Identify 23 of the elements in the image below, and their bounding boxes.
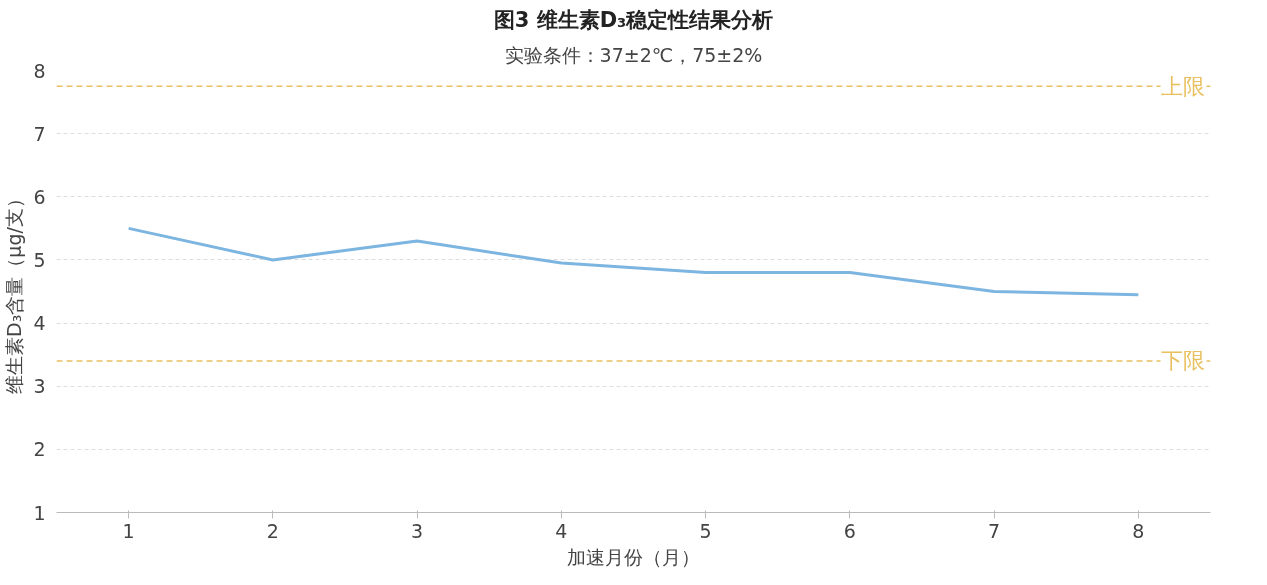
x-tick-label: 3 <box>411 519 424 542</box>
ref-line-label: 下限 <box>1160 348 1205 374</box>
x-tick-label: 6 <box>843 519 856 542</box>
x-tick-label: 7 <box>988 519 1001 542</box>
y-tick-label: 2 <box>33 438 46 461</box>
chart-subtitle: 实验条件：37±2℃，75±2% <box>504 43 763 66</box>
y-tick-label: 3 <box>33 375 46 398</box>
y-tick-label: 6 <box>33 185 46 208</box>
x-tick-label: 8 <box>1132 519 1145 542</box>
y-tick-label: 1 <box>33 501 46 524</box>
line-series <box>127 226 1140 297</box>
x-tick-label: 1 <box>122 519 135 542</box>
x-tick-label: 2 <box>266 519 279 542</box>
y-tick-label: 7 <box>33 122 46 145</box>
y-axis-title: 维生素D₃含量（μg/支） <box>3 189 26 394</box>
y-tick-label: 5 <box>33 248 46 271</box>
x-tick-label: 4 <box>555 519 568 542</box>
x-tick-label: 5 <box>699 519 712 542</box>
y-tick-label: 4 <box>33 312 46 335</box>
x-axis-title: 加速月份（月） <box>567 545 700 568</box>
y-tick-label: 8 <box>33 59 46 82</box>
chart-title: 图3 维生素D₃稳定性结果分析 <box>493 7 774 32</box>
ref-line-label: 上限 <box>1160 73 1205 99</box>
